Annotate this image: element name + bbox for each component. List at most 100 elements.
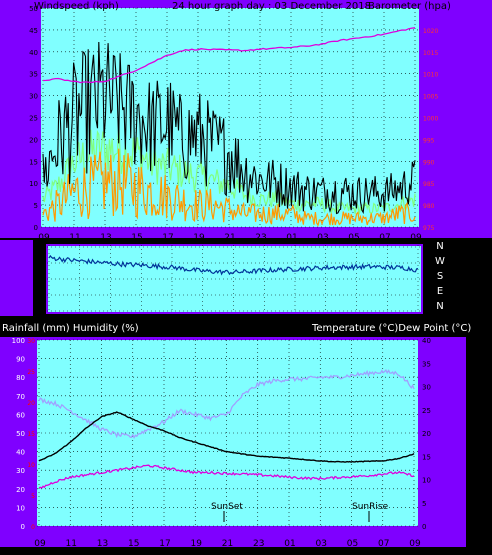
temperature-xtick-label: 15 — [128, 539, 139, 549]
direction-letter: N — [436, 241, 443, 252]
rain-ytick-label: 5 — [31, 493, 35, 500]
wind-ytick-label: 15 — [29, 158, 38, 166]
barometer-ytick-label: 995 — [423, 137, 435, 144]
temperature-xtick-label: 19 — [191, 539, 203, 549]
windspeed-line — [42, 41, 416, 215]
wind-xtick-label: 03 — [317, 233, 328, 243]
humidity-ytick-label: 100 — [12, 337, 25, 345]
temperature-grid — [37, 339, 418, 527]
direction-grid — [47, 245, 422, 313]
wind-xtick-label: 11 — [69, 233, 80, 243]
humidity-ytick-label: 80 — [16, 374, 25, 382]
temperature-xtick-label: 13 — [97, 539, 108, 549]
wind-ytick-label: 5 — [34, 202, 38, 210]
axis-ticks: 0510152025303540455097598098599099510001… — [12, 5, 445, 549]
barometer-ytick-label: 1015 — [423, 50, 438, 57]
rain-ytick-label: 25 — [27, 369, 35, 376]
humidity-ytick-label: 70 — [16, 393, 25, 401]
temperature-xtick-label: 09 — [409, 539, 421, 549]
temperature-xtick-label: 21 — [222, 539, 233, 549]
direction-letter: E — [437, 286, 443, 297]
wind-ytick-label: 45 — [29, 27, 38, 35]
rain-ytick-label: 10 — [27, 462, 35, 469]
wind-xtick-label: 21 — [224, 233, 235, 243]
barometer-ytick-label: 980 — [423, 203, 435, 210]
humidity-ytick-label: 90 — [16, 356, 25, 364]
wind-xtick-label: 01 — [286, 233, 297, 243]
temperature-ytick-label: 10 — [422, 477, 431, 485]
direction-letter: S — [437, 271, 443, 282]
barometer-ytick-label: 1000 — [423, 116, 438, 123]
direction-ytick-label: 0 — [41, 309, 44, 315]
temperature-xtick-label: 11 — [66, 539, 77, 549]
chart-title: 24 hour graph day : 03 December 2018 — [172, 1, 371, 12]
wind-ytick-label: 50 — [29, 5, 38, 13]
temperature-ytick-label: 25 — [422, 407, 431, 415]
rain-ytick-label: 20 — [27, 400, 35, 407]
wind-xtick-label: 09 — [38, 233, 50, 243]
direction-frame-left — [0, 240, 33, 316]
direction-ytick-label: 180 — [34, 277, 44, 283]
wind-ytick-label: 20 — [29, 136, 38, 144]
direction-letter: W — [435, 256, 445, 267]
direction-letter: N — [436, 301, 443, 312]
direction-series — [48, 254, 419, 276]
windspeed-axis-title: Windspeed (kph) — [34, 1, 119, 12]
temperature-line — [38, 411, 415, 463]
temperature-dewpoint-axis-title: Temperature (°C)Dew Point (°C) — [311, 323, 471, 334]
temperature-ytick-label: 0 — [422, 523, 426, 531]
temperature-ytick-label: 30 — [422, 384, 431, 392]
barometer-ytick-label: 1005 — [423, 94, 438, 101]
wind-ytick-label: 35 — [29, 71, 38, 79]
temperature-ytick-label: 15 — [422, 453, 431, 461]
barometer-ytick-label: 975 — [423, 225, 435, 232]
temperature-xtick-label: 07 — [378, 539, 389, 549]
temperature-ytick-label: 20 — [422, 430, 431, 438]
wind-xtick-label: 05 — [348, 233, 359, 243]
humidity-ytick-label: 60 — [16, 411, 25, 419]
direction-line — [48, 254, 419, 276]
sunset-label: SunSet — [211, 502, 243, 512]
wind-ytick-label: 10 — [29, 180, 38, 188]
temperature-xtick-label: 23 — [253, 539, 264, 549]
rain-humidity-axis-title: Rainfall (mm) Humidity (%) — [2, 323, 139, 334]
rain-ytick-label: 30 — [27, 338, 35, 345]
humidity-ytick-label: 20 — [16, 486, 25, 494]
wind-xtick-label: 07 — [379, 233, 390, 243]
humidity-ytick-label: 50 — [16, 430, 25, 438]
rain-ytick-label: 0 — [31, 524, 35, 531]
bottom-right-band — [466, 337, 492, 547]
wind-xtick-label: 19 — [193, 233, 205, 243]
temperature-series — [38, 368, 415, 489]
temperature-ytick-label: 5 — [422, 500, 426, 508]
humidity-ytick-label: 10 — [16, 504, 25, 512]
barometer-ytick-label: 990 — [423, 159, 435, 166]
temperature-xtick-label: 17 — [159, 539, 170, 549]
barometer-ytick-label: 985 — [423, 181, 435, 188]
temperature-xtick-label: 05 — [347, 539, 358, 549]
temperature-ytick-label: 35 — [422, 360, 431, 368]
temperature-xtick-label: 03 — [316, 539, 327, 549]
humidity-line — [38, 368, 415, 440]
direction-ytick-label: 360 — [34, 245, 44, 251]
wind-xtick-label: 17 — [162, 233, 173, 243]
wind-series — [42, 27, 416, 227]
temperature-xtick-label: 09 — [34, 539, 46, 549]
wind-ytick-label: 0 — [34, 224, 38, 232]
orange-series-line — [42, 148, 416, 227]
temperature-plot-area — [37, 340, 418, 526]
gust-line — [42, 125, 416, 215]
wind-xtick-label: 15 — [131, 233, 142, 243]
temperature-xtick-label: 01 — [284, 539, 295, 549]
wind-xtick-label: 09 — [410, 233, 422, 243]
wind-ytick-label: 30 — [29, 93, 38, 101]
wind-ytick-label: 40 — [29, 49, 38, 57]
humidity-ytick-label: 30 — [16, 467, 25, 475]
bottom-header-band — [0, 316, 492, 337]
wind-grid — [41, 7, 419, 228]
wind-xtick-label: 23 — [255, 233, 266, 243]
sunrise-label: SunRise — [352, 502, 389, 512]
wind-xtick-label: 13 — [100, 233, 111, 243]
